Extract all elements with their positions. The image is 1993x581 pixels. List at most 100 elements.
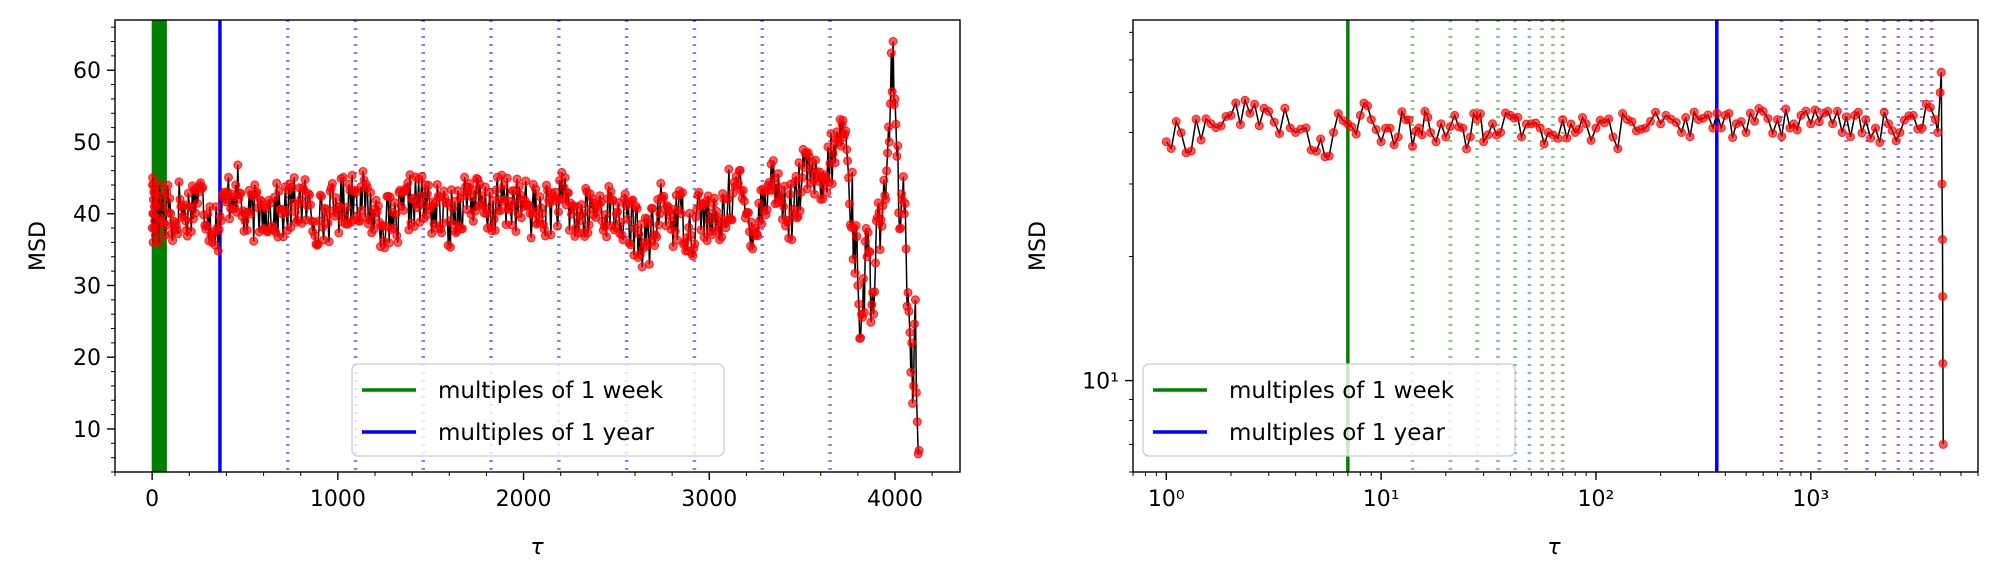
left-data-point xyxy=(224,172,233,182)
right-data-point xyxy=(1301,123,1311,133)
right-data-point xyxy=(1938,439,1948,449)
left-data-point xyxy=(578,209,588,219)
right-data-point xyxy=(1535,123,1545,133)
right-data-point xyxy=(1404,115,1414,125)
right-data-point xyxy=(1581,119,1591,129)
left-data-point xyxy=(875,245,885,255)
left-data-point xyxy=(694,187,704,197)
left-data-point xyxy=(838,115,848,125)
right-data-point xyxy=(1250,99,1260,109)
left-data-point xyxy=(166,209,176,219)
left-data-point xyxy=(865,247,875,257)
left-data-point xyxy=(321,204,331,214)
left-data-point xyxy=(827,179,837,189)
right-axis-ticks: 10⁰ 10¹ 10² 10³ 10¹ xyxy=(1082,31,1979,512)
left-data-point xyxy=(735,165,745,175)
right-data-point xyxy=(1671,118,1681,127)
right-data-point xyxy=(1465,132,1475,142)
left-data-point xyxy=(723,194,733,204)
left-data-point xyxy=(744,208,753,218)
right-y-tick-label: 10¹ xyxy=(1082,370,1119,395)
right-data-point xyxy=(1264,106,1274,116)
right-data-point xyxy=(1176,128,1186,138)
left-data-point xyxy=(691,212,701,222)
right-data-point xyxy=(1724,109,1734,118)
right-data-point xyxy=(1716,123,1726,133)
right-data-point xyxy=(1846,132,1855,142)
left-data-point xyxy=(496,206,506,215)
right-series-line xyxy=(1165,72,1944,445)
right-data-point xyxy=(1408,141,1417,151)
right-data-point xyxy=(1417,130,1427,140)
left-data-point xyxy=(890,94,900,104)
right-data-point xyxy=(1681,113,1691,122)
left-data-point xyxy=(797,173,807,183)
right-data-point xyxy=(1677,128,1686,137)
left-data-point xyxy=(191,208,200,218)
right-data-point xyxy=(1254,121,1264,131)
left-data-point xyxy=(900,199,910,208)
right-data-point xyxy=(1933,128,1943,137)
right-data-point xyxy=(1879,107,1889,117)
left-data-point xyxy=(867,300,877,310)
left-data-point xyxy=(249,236,259,246)
right-data-point xyxy=(1871,123,1880,133)
right-data-point xyxy=(1895,128,1905,137)
left-data-point xyxy=(652,232,662,242)
left-data-point xyxy=(847,167,857,177)
left-data-point xyxy=(583,228,593,238)
left-data-point xyxy=(216,216,226,226)
left-x-tick-label: 0 xyxy=(145,487,159,512)
left-data-point xyxy=(870,287,880,297)
left-data-point xyxy=(512,174,522,184)
left-data-point xyxy=(626,240,636,250)
right-data-point xyxy=(1841,112,1851,122)
left-data-point xyxy=(338,172,348,182)
left-data-point xyxy=(306,200,315,210)
left-data-point xyxy=(748,244,758,254)
left-data-point xyxy=(610,223,620,232)
right-data-point xyxy=(1513,112,1523,122)
left-data-point xyxy=(577,200,586,210)
right-data-point xyxy=(1884,119,1893,129)
left-data-point xyxy=(911,388,921,398)
left-data-point xyxy=(246,209,255,219)
left-data-point xyxy=(198,183,208,193)
left-data-point xyxy=(818,194,828,204)
left-data-point xyxy=(771,179,781,189)
left-data-series xyxy=(147,37,924,459)
left-data-point xyxy=(369,224,379,234)
left-data-point xyxy=(418,199,428,209)
left-data-point xyxy=(531,184,541,194)
right-data-point xyxy=(1376,137,1386,147)
right-data-point xyxy=(1857,128,1867,138)
right-data-point xyxy=(1558,115,1568,125)
left-data-point xyxy=(842,145,852,154)
left-data-point xyxy=(584,220,594,230)
right-data-point xyxy=(1539,139,1549,149)
left-data-point xyxy=(524,200,534,210)
left-data-point xyxy=(296,194,306,204)
left-data-point xyxy=(424,180,433,190)
left-data-point xyxy=(211,202,221,212)
left-data-point xyxy=(676,209,686,219)
right-data-point xyxy=(1216,121,1226,131)
right-data-point xyxy=(1781,104,1791,114)
left-data-point xyxy=(799,162,809,172)
right-legend-box xyxy=(1142,363,1516,457)
left-y-tick-label: 40 xyxy=(73,203,101,228)
right-data-point xyxy=(1917,123,1927,133)
right-data-point xyxy=(1703,110,1713,120)
right-data-point xyxy=(1887,126,1897,136)
right-data-point xyxy=(1618,109,1628,118)
left-data-point xyxy=(365,215,374,225)
left-data-point xyxy=(688,251,698,261)
right-data-point xyxy=(1462,144,1471,154)
left-data-point xyxy=(546,230,556,240)
left-data-point xyxy=(174,177,184,187)
left-data-point xyxy=(739,196,749,206)
left-data-point xyxy=(768,156,778,166)
left-data-point xyxy=(773,169,783,179)
left-data-point xyxy=(860,236,870,246)
